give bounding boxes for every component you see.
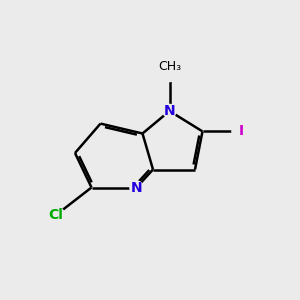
Text: CH₃: CH₃ <box>158 61 181 74</box>
Text: N: N <box>131 181 142 194</box>
Text: N: N <box>164 104 175 118</box>
Circle shape <box>46 206 64 224</box>
Circle shape <box>163 104 176 118</box>
Circle shape <box>130 181 143 194</box>
Circle shape <box>163 68 176 82</box>
Circle shape <box>232 125 245 138</box>
Text: Cl: Cl <box>48 208 63 222</box>
Text: I: I <box>238 124 244 138</box>
